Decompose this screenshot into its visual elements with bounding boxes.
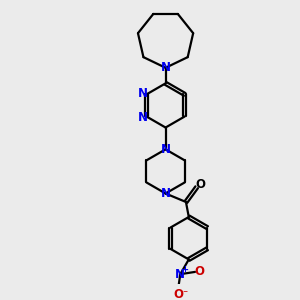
Text: N: N — [160, 61, 171, 74]
Text: N: N — [160, 143, 171, 156]
Text: O: O — [194, 265, 205, 278]
Text: +: + — [181, 265, 188, 274]
Text: N: N — [160, 187, 171, 200]
Text: N: N — [138, 87, 148, 100]
Text: N: N — [175, 268, 185, 281]
Text: O: O — [196, 178, 206, 191]
Text: O: O — [173, 288, 183, 300]
Text: ⁻: ⁻ — [183, 289, 188, 299]
Text: N: N — [138, 110, 148, 124]
